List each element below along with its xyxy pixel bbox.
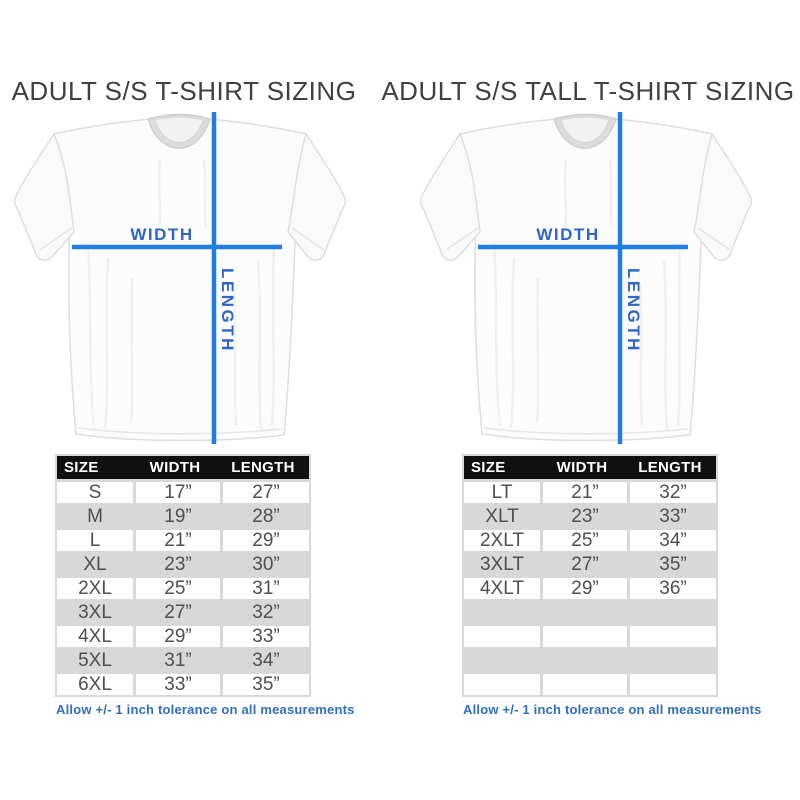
table-cell: 28”: [223, 506, 309, 527]
tshirt-left-cuff-line: [445, 227, 479, 251]
table-body: S 17” 27” M 19” 28” L 21” 29” XL 23” 30” 2XL 25” 31” 3X…: [57, 482, 309, 695]
table-cell: 23”: [543, 506, 627, 527]
table-cell: M: [57, 506, 133, 527]
table-cell-empty: [630, 650, 716, 671]
header-cell-size: SIZE: [64, 459, 99, 476]
tshirt-right-cuff-line: [291, 227, 325, 251]
table-cell: XL: [57, 554, 133, 575]
tshirt-right-sleeve: [287, 132, 346, 261]
size-table-tall: SIZE WIDTH LENGTH LT 21” 32” XLT 23” 33” 2XLT 2…: [462, 454, 718, 697]
tshirt-left-sleeve: [14, 132, 75, 261]
table-cell: 35”: [223, 674, 309, 695]
tolerance-note: Allow +/- 1 inch tolerance on all measur…: [463, 702, 762, 717]
header-cell-width: WIDTH: [149, 459, 201, 476]
tshirt-diagram-tall: WIDTH LENGTH: [420, 112, 752, 444]
table-cell-empty: [464, 626, 540, 647]
table-cell: 25”: [136, 578, 220, 599]
table-cell: 25”: [543, 530, 627, 551]
table-cell: 4XLT: [464, 578, 540, 599]
table-cell: 35”: [630, 554, 716, 575]
header-cell-length: LENGTH: [638, 459, 702, 476]
table-cell-empty: [543, 602, 627, 623]
table-cell: LT: [464, 482, 540, 503]
table-cell-empty: [543, 674, 627, 695]
table-cell: 27”: [223, 482, 309, 503]
width-label: WIDTH: [130, 225, 193, 244]
table-cell: 27”: [136, 602, 220, 623]
table-cell: 2XLT: [464, 530, 540, 551]
table-cell: 29”: [223, 530, 309, 551]
tshirt-right-sleeve: [693, 132, 752, 261]
tshirt-graphic: WIDTH LENGTH: [420, 112, 752, 444]
tolerance-note: Allow +/- 1 inch tolerance on all measur…: [56, 702, 355, 717]
table-cell: 33”: [223, 626, 309, 647]
table-cell: XLT: [464, 506, 540, 527]
tshirt-collar-inner: [560, 116, 610, 143]
table-cell-empty: [630, 626, 716, 647]
tshirt-left-cuff-line: [39, 227, 73, 251]
table-cell-empty: [630, 674, 716, 695]
table-cell-empty: [464, 650, 540, 671]
table-cell: 34”: [630, 530, 716, 551]
table-cell: 19”: [136, 506, 220, 527]
table-cell: 3XL: [57, 602, 133, 623]
table-cell: 17”: [136, 482, 220, 503]
table-cell: 36”: [630, 578, 716, 599]
length-label: LENGTH: [218, 268, 237, 353]
tshirt-collar-inner: [154, 116, 204, 143]
table-cell-empty: [464, 602, 540, 623]
table-cell: 23”: [136, 554, 220, 575]
tshirt-wrinkles: [492, 159, 682, 431]
header-cell-size: SIZE: [471, 459, 506, 476]
tshirt-diagram-regular: WIDTH LENGTH: [14, 112, 346, 444]
table-cell: 32”: [223, 602, 309, 623]
table-cell: 33”: [630, 506, 716, 527]
table-cell: 2XL: [57, 578, 133, 599]
table-body: LT 21” 32” XLT 23” 33” 2XLT 25” 34” 3XLT 27” 35” 4XL…: [464, 482, 716, 695]
table-cell: 21”: [136, 530, 220, 551]
table-cell: S: [57, 482, 133, 503]
tshirt-right-cuff-line: [697, 227, 731, 251]
table-cell: 31”: [136, 650, 220, 671]
table-cell-empty: [464, 674, 540, 695]
table-cell: 34”: [223, 650, 309, 671]
tshirt-left-sleeve: [420, 132, 481, 261]
size-table-regular: SIZE WIDTH LENGTH S 17” 27” M 19” 28” L 21” 29” X…: [55, 454, 311, 697]
tshirt-graphic: WIDTH LENGTH: [14, 112, 346, 444]
table-cell: 27”: [543, 554, 627, 575]
length-label: LENGTH: [624, 268, 643, 353]
table-cell: 3XLT: [464, 554, 540, 575]
header-cell-width: WIDTH: [556, 459, 608, 476]
tshirt-hem-line: [483, 427, 689, 435]
table-cell: 5XL: [57, 650, 133, 671]
left-panel-title: ADULT S/S T-SHIRT SIZING: [11, 76, 357, 106]
table-cell: 31”: [223, 578, 309, 599]
table-cell: 29”: [543, 578, 627, 599]
header-cell-length: LENGTH: [231, 459, 295, 476]
tshirt-hem-line: [77, 427, 283, 435]
table-cell: 30”: [223, 554, 309, 575]
table-cell: 21”: [543, 482, 627, 503]
table-header: SIZE WIDTH LENGTH: [57, 456, 309, 479]
table-header: SIZE WIDTH LENGTH: [464, 456, 716, 479]
width-label: WIDTH: [536, 225, 599, 244]
table-cell: 29”: [136, 626, 220, 647]
table-cell-empty: [543, 650, 627, 671]
table-cell-empty: [543, 626, 627, 647]
table-cell: L: [57, 530, 133, 551]
table-cell: 6XL: [57, 674, 133, 695]
table-cell: 4XL: [57, 626, 133, 647]
table-cell: 32”: [630, 482, 716, 503]
table-cell: 33”: [136, 674, 220, 695]
table-cell-empty: [630, 602, 716, 623]
right-panel-title: ADULT S/S TALL T-SHIRT SIZING: [381, 76, 795, 106]
tshirt-wrinkles: [86, 159, 276, 431]
